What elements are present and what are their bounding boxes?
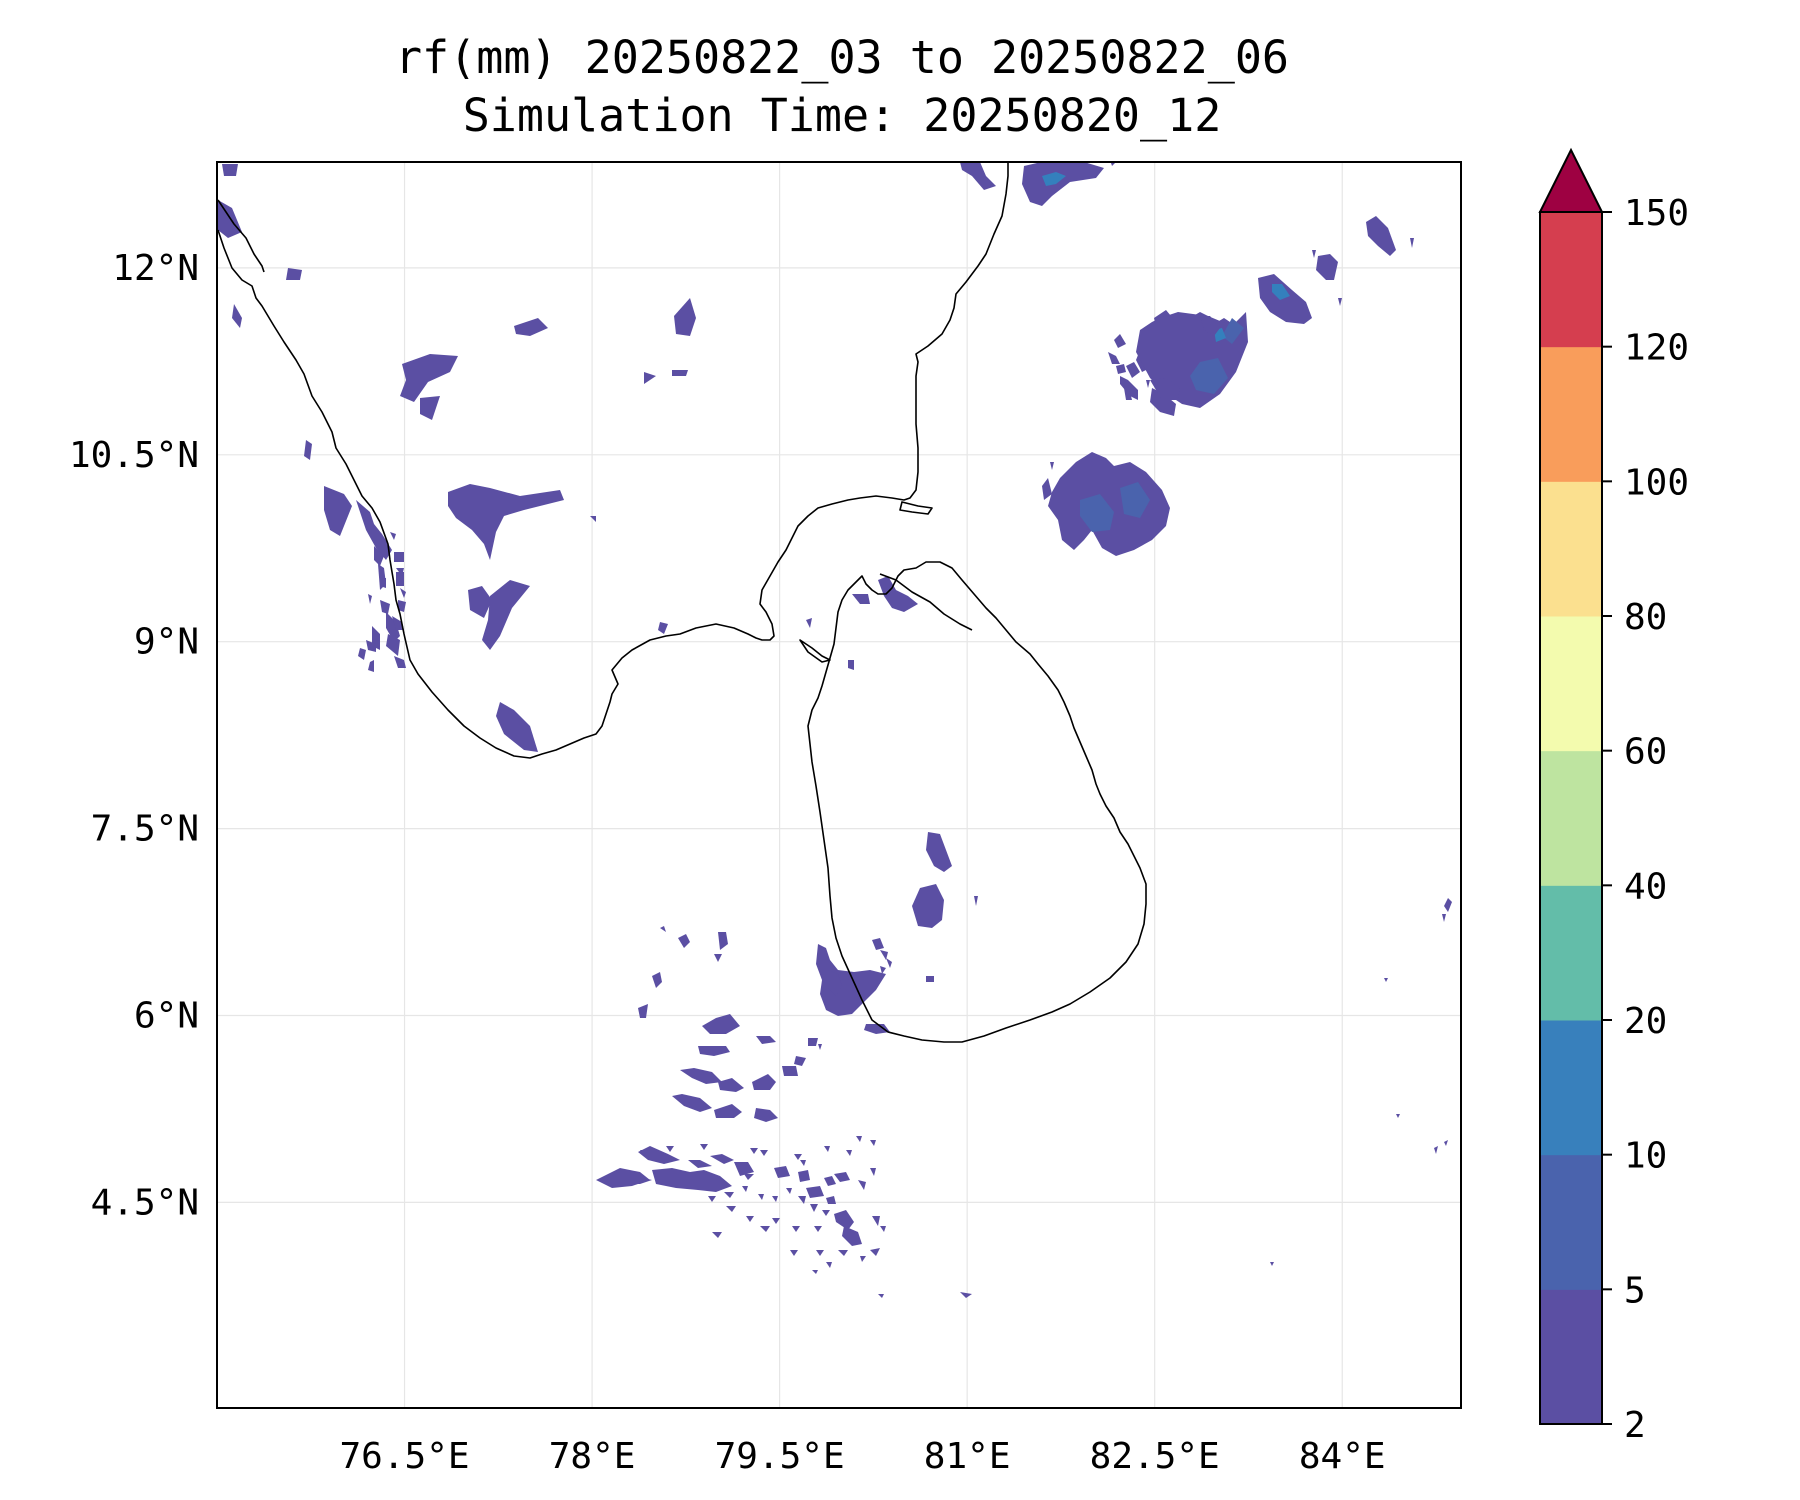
rain-north-india-west [218,164,696,752]
colorbar-tick-label: 150 [1624,193,1689,234]
lat-tick-label: 12°N [112,248,199,289]
axis-labels: 76.5°E 78°E 79.5°E 81°E 82.5°E 84°E 12°N 10.5°N… [69,248,1386,1477]
colorbar-segment [1540,481,1602,617]
lon-tick-label: 81°E [924,1436,1011,1477]
title-line-2: Simulation Time: 20250820_12 [462,89,1222,142]
lat-tick-label: 10.5°N [69,435,199,476]
rain-sri-lanka [806,576,978,1034]
coastline-pamban-island [899,501,933,515]
coastline-india-north [217,199,265,273]
coastline-mannar [799,639,831,663]
colorbar-tick-label: 5 [1624,1270,1646,1311]
colorbar-segment [1540,1154,1602,1290]
rain-south-ocean [596,926,972,1298]
colorbar-segment [1540,616,1602,752]
colorbar-tick-label: 60 [1624,732,1667,773]
colorbar: 2 5 10 20 40 60 80 100 120 150 [1538,147,1689,1446]
coastline-jaffna-lagoon [879,573,973,631]
colorbar-segment [1540,212,1602,348]
lon-tick-label: 82.5°E [1090,1436,1220,1477]
colorbar-segment [1540,1020,1602,1156]
colorbar-tick-label: 120 [1624,328,1689,369]
colorbar-segment [1540,885,1602,1021]
lon-tick-label: 79.5°E [715,1436,845,1477]
colorbar-frame [1539,211,1603,1425]
colorbar-segment [1540,750,1602,886]
title-line-1: rf(mm) 20250822_03 to 20250822_06 [394,31,1290,84]
coastline-sri-lanka [807,561,1147,1043]
lat-tick-label: 7.5°N [91,809,199,850]
lat-tick-label: 4.5°N [91,1182,199,1223]
colorbar-segment [1540,346,1602,482]
colorbar-tick-label: 100 [1624,462,1689,503]
rainfall-areas [218,162,1452,1298]
lat-tick-label: 9°N [134,622,199,663]
colorbar-segment [1540,1289,1602,1425]
coastlines [217,162,1147,1043]
lon-tick-label: 78°E [549,1436,636,1477]
coastline-india [217,162,1009,759]
colorbar-tick-label: 40 [1624,866,1667,907]
lon-tick-label: 76.5°E [340,1436,470,1477]
colorbar-tick-label: 20 [1624,1001,1667,1042]
rain-east-sri-lanka-offshore [1042,312,1452,1266]
colorbar-extend-arrow [1538,147,1604,213]
lon-tick-label: 84°E [1299,1436,1386,1477]
colorbar-tick-label: 2 [1624,1405,1646,1446]
lat-tick-label: 6°N [134,996,199,1037]
colorbar-tick-label: 80 [1624,597,1667,638]
colorbar-tick-label: 10 [1624,1136,1667,1177]
map-frame [216,161,1462,1409]
